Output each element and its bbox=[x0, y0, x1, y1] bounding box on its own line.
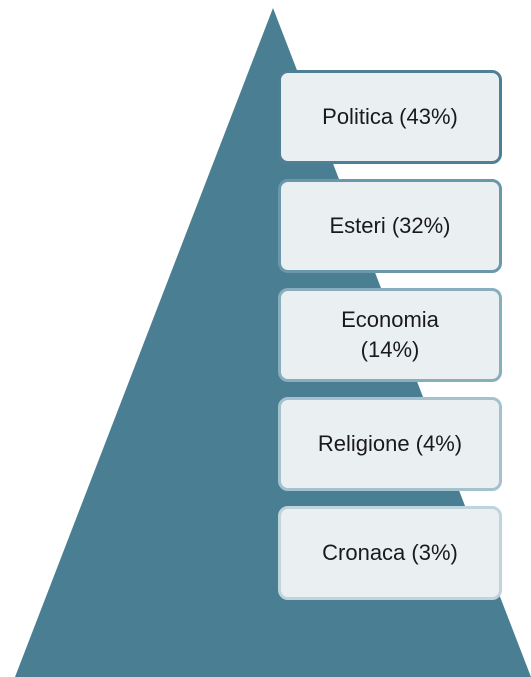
item-box: Politica (43%) bbox=[278, 70, 502, 164]
item-label: Esteri (32%) bbox=[329, 213, 451, 238]
item-box: Religione (4%) bbox=[278, 397, 502, 491]
item-label: Cronaca (3%) bbox=[322, 540, 458, 565]
item-label: Religione (4%) bbox=[317, 431, 463, 456]
item-box: Cronaca (3%) bbox=[278, 506, 502, 600]
item-label: Politica (43%) bbox=[322, 104, 458, 129]
item-label: Economia (14%) bbox=[341, 307, 439, 362]
item-box: Esteri (32%) bbox=[278, 179, 502, 273]
item-box: Economia (14%) bbox=[278, 288, 502, 382]
